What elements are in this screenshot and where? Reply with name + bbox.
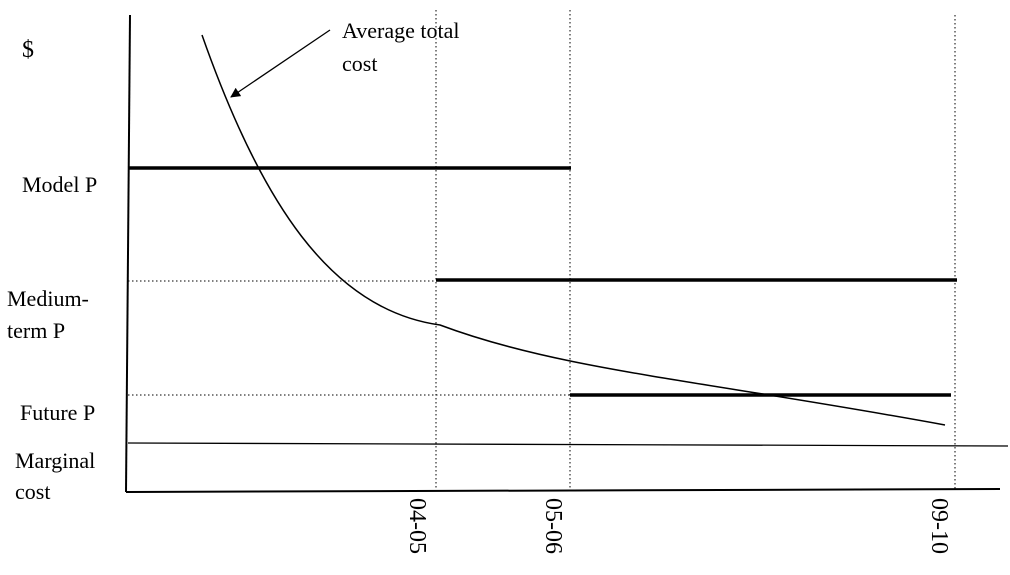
medium-term-price-label: Medium- term P xyxy=(7,286,94,343)
average-total-cost-curve xyxy=(201,34,946,426)
x-axis xyxy=(125,488,1001,493)
y-axis-symbol: $ xyxy=(22,37,34,63)
atc-annotation-arrow xyxy=(230,29,331,98)
y-axis xyxy=(125,14,131,493)
marginal-cost-label-line2: cost xyxy=(15,479,50,504)
x-tick-05-06: 05-06 xyxy=(540,498,566,554)
average-total-cost-label-line2: cost xyxy=(342,51,377,76)
medium-term-price-label-line1: Medium- xyxy=(7,286,89,311)
marginal-cost-label: Marginal cost xyxy=(15,448,101,504)
average-total-cost-label: Average total cost xyxy=(342,18,465,76)
marginal-cost-label-line1: Marginal xyxy=(15,448,95,473)
x-tick-09-10: 09-10 xyxy=(926,498,952,554)
model-price-label: Model P xyxy=(22,172,97,197)
marginal-cost-line xyxy=(127,442,1009,447)
medium-term-price-label-line2: term P xyxy=(7,318,65,343)
future-price-label: Future P xyxy=(20,400,95,425)
x-tick-04-05: 04-05 xyxy=(404,498,430,554)
average-total-cost-label-line1: Average total xyxy=(342,18,459,43)
